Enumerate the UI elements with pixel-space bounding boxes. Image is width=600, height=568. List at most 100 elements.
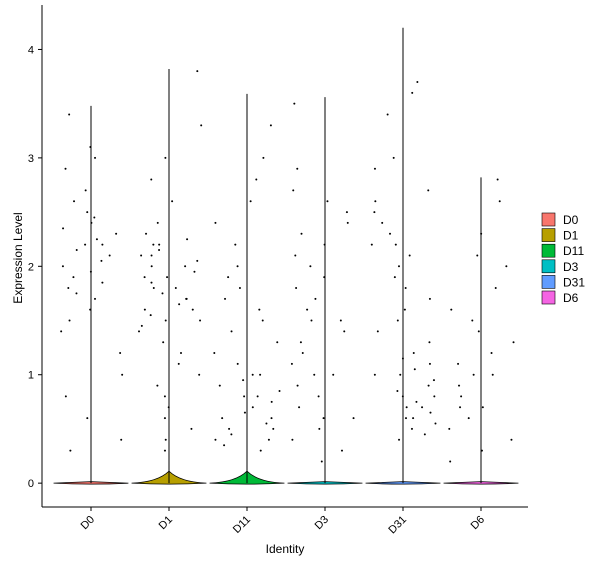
point <box>471 319 474 322</box>
point <box>249 200 252 203</box>
point <box>298 406 301 409</box>
point <box>156 384 159 387</box>
point <box>512 341 515 344</box>
point <box>158 243 161 246</box>
point <box>505 265 508 268</box>
point <box>158 249 161 252</box>
point <box>415 400 418 403</box>
point <box>408 254 411 257</box>
point <box>90 221 93 224</box>
point <box>184 265 187 268</box>
point <box>84 243 87 246</box>
point <box>242 379 245 382</box>
point <box>399 373 402 376</box>
point <box>428 297 431 300</box>
point <box>149 314 152 317</box>
point <box>404 286 407 289</box>
point <box>89 308 92 311</box>
y-tick-label: 4 <box>28 44 34 56</box>
point <box>221 417 224 420</box>
legend-swatch <box>541 228 556 242</box>
point <box>214 221 217 224</box>
point <box>255 178 258 181</box>
point <box>101 281 104 284</box>
point <box>393 276 396 279</box>
legend-label: D6 <box>563 291 579 305</box>
point <box>300 232 303 235</box>
point <box>270 417 273 420</box>
point <box>69 449 72 452</box>
point <box>72 276 75 279</box>
point <box>89 146 92 149</box>
point <box>427 189 430 192</box>
point <box>164 438 167 441</box>
point <box>185 297 188 300</box>
point <box>352 417 355 420</box>
x-tick-label: D3 <box>313 514 331 532</box>
point <box>296 384 299 387</box>
point <box>119 352 122 355</box>
point <box>299 341 302 344</box>
point <box>196 259 199 262</box>
point <box>140 254 143 257</box>
point <box>346 221 349 224</box>
point <box>199 319 202 322</box>
point <box>412 417 415 420</box>
point <box>108 254 111 257</box>
point <box>389 232 392 235</box>
point <box>317 395 320 398</box>
point <box>421 406 424 409</box>
legend-label: D3 <box>563 260 579 274</box>
x-axis-label: Identity <box>266 542 305 556</box>
point <box>150 265 153 268</box>
point <box>496 178 499 181</box>
point <box>84 189 87 192</box>
point <box>227 276 230 279</box>
point <box>373 167 376 170</box>
point <box>259 449 262 452</box>
point <box>121 373 124 376</box>
point <box>340 449 343 452</box>
point <box>238 286 241 289</box>
point <box>115 232 118 235</box>
point <box>309 265 312 268</box>
point <box>64 167 67 170</box>
y-tick-label: 0 <box>28 478 34 490</box>
point <box>218 384 221 387</box>
point <box>404 417 407 420</box>
point <box>392 156 395 159</box>
point <box>427 384 430 387</box>
point <box>429 411 432 414</box>
x-tick-label: D1 <box>157 514 175 532</box>
point <box>326 200 329 203</box>
point <box>196 70 199 73</box>
point <box>100 259 103 262</box>
point <box>270 400 273 403</box>
point <box>75 292 78 295</box>
point <box>413 368 416 371</box>
point <box>293 102 296 105</box>
legend-swatch <box>541 212 556 227</box>
point <box>374 200 377 203</box>
legend-swatch <box>541 259 556 274</box>
point <box>314 297 317 300</box>
point <box>396 319 399 322</box>
point <box>272 427 275 430</box>
point <box>294 254 297 257</box>
point <box>416 80 419 83</box>
point <box>458 384 461 387</box>
point <box>428 362 431 365</box>
point <box>166 276 169 279</box>
x-tick-label: D11 <box>231 514 253 536</box>
point <box>373 373 376 376</box>
point <box>370 243 373 246</box>
point <box>224 297 227 300</box>
point <box>138 330 141 333</box>
y-axis-label: Expression Level <box>11 212 25 303</box>
point <box>490 352 493 355</box>
point <box>161 292 164 295</box>
y-tick-label: 3 <box>28 153 34 165</box>
point <box>480 449 483 452</box>
point <box>434 422 437 425</box>
point <box>243 411 246 414</box>
